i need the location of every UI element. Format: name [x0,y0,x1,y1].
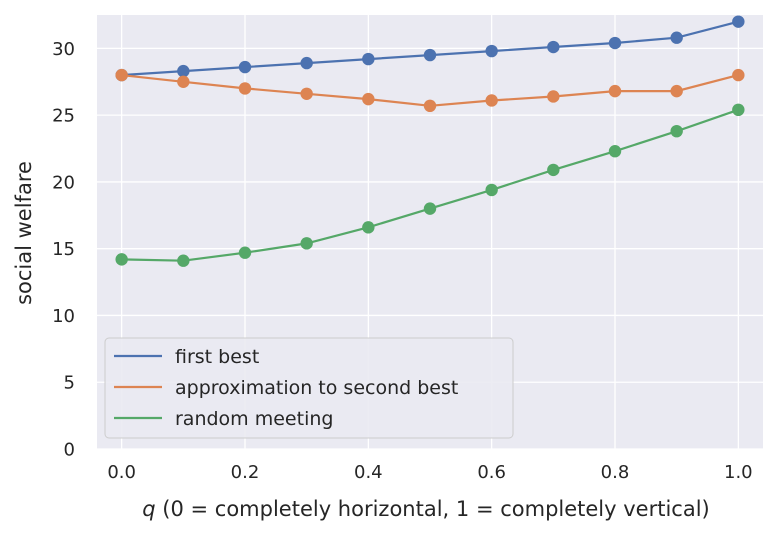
data-point [423,48,437,62]
y-axis-label: social welfare [12,161,36,305]
data-point [362,92,375,106]
x-tick-label: 0.0 [107,462,136,483]
x-tick-label: 1.0 [724,462,753,483]
data-point [300,87,313,100]
data-point [423,202,437,215]
x-tick-label: 0.8 [601,462,630,483]
data-point [670,31,683,44]
data-point [362,52,375,66]
x-tick-label: 0.6 [477,462,506,483]
x-axis-description: (0 = completely horizontal, 1 = complete… [156,497,710,521]
legend-entry: first best [175,346,259,368]
data-point [238,82,252,95]
data-point [485,44,498,58]
y-tick-labels: 0 5 10 15 20 25 30 [52,39,75,461]
legend-entry: approximation to second best [175,377,458,399]
data-point [547,90,560,103]
data-point [300,56,313,70]
data-point [485,94,498,107]
data-point [238,246,252,259]
x-axis-label: q (0 = completely horizontal, 1 = comple… [142,497,709,521]
data-point [300,237,313,250]
y-tick-label: 5 [64,373,75,394]
data-point [670,84,683,98]
data-point [115,253,128,266]
y-tick-label: 0 [64,440,75,461]
data-point [177,254,190,267]
series-2 [115,68,745,113]
y-tick-label: 10 [52,306,75,327]
y-tick-label: 20 [52,172,75,193]
x-tick-label: 0.4 [354,462,383,483]
x-axis-variable: q [142,497,155,521]
x-tick-labels: 0.0 0.2 0.4 0.6 0.8 1.0 [107,462,752,483]
x-tick-label: 0.2 [231,462,260,483]
y-tick-label: 30 [52,39,75,60]
data-point [177,64,190,78]
data-point [115,68,128,82]
data-point [238,60,252,74]
legend-box [104,337,514,439]
data-point [177,75,190,88]
data-point [423,99,437,113]
data-point [608,84,622,98]
legend: first best approximation to second best ra… [104,337,514,439]
data-point [547,40,560,54]
data-point [608,145,622,158]
y-tick-label: 15 [52,239,75,260]
data-point [547,163,560,177]
data-point [732,103,745,117]
y-tick-label: 25 [52,106,75,127]
data-point [362,221,375,234]
data-point [608,36,622,50]
data-point [670,124,683,138]
series-lines [115,15,745,267]
data-point [732,15,745,28]
legend-entry: random meeting [175,408,333,430]
data-point [732,68,745,82]
data-point [485,183,498,197]
series-3 [115,103,745,267]
